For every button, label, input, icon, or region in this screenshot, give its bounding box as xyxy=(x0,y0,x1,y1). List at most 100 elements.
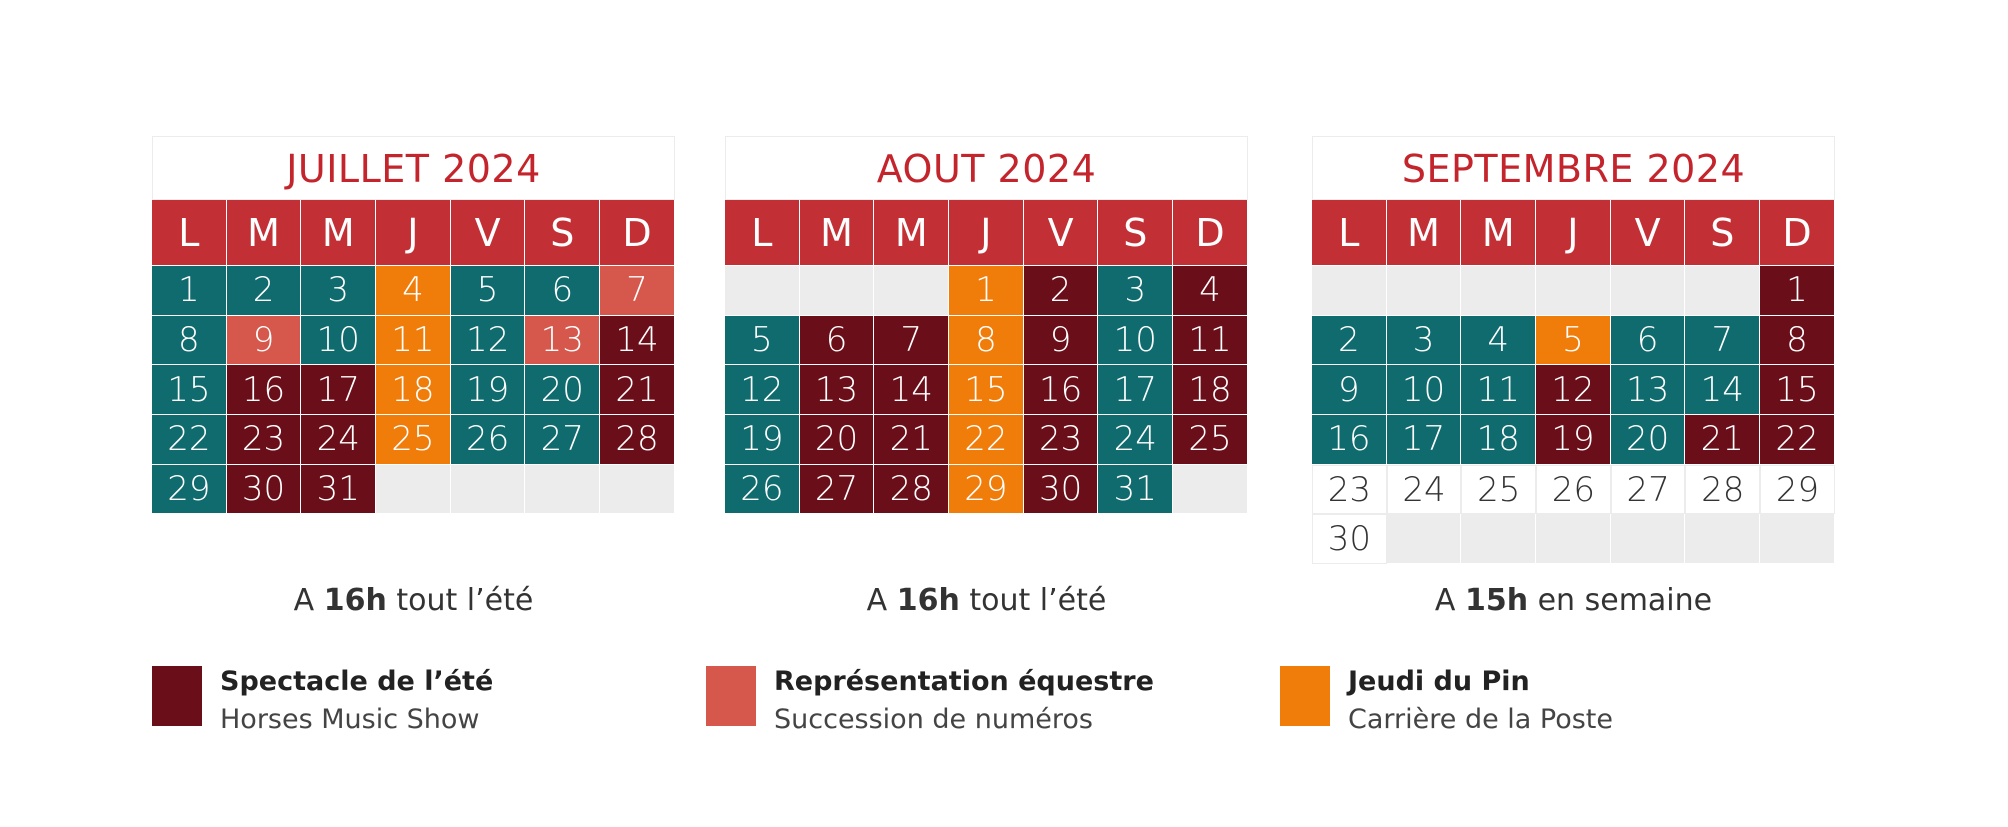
day-cell: 4 xyxy=(376,266,451,316)
month-title: JUILLET 2024 xyxy=(152,136,675,200)
empty-cell xyxy=(1386,514,1462,565)
empty-cell xyxy=(1536,266,1611,316)
show-time: A 16h tout l’été xyxy=(725,583,1248,618)
show-time: A 16h tout l’été xyxy=(152,583,675,618)
day-cell: 26 xyxy=(450,415,526,465)
day-cell: 20 xyxy=(525,365,601,416)
show-time-hour: 15h xyxy=(1464,583,1529,618)
day-cell: 10 xyxy=(1386,365,1462,416)
day-cell: 12 xyxy=(725,365,800,416)
day-cell: 26 xyxy=(725,464,800,515)
day-cell: 5 xyxy=(725,315,800,366)
day-cell: 28 xyxy=(600,415,675,465)
empty-cell xyxy=(525,464,601,515)
day-cell: 28 xyxy=(1685,464,1761,515)
weekday-header: M xyxy=(1461,200,1537,266)
day-cell: 14 xyxy=(874,365,950,416)
day-cell: 18 xyxy=(1461,415,1537,465)
day-cell: 20 xyxy=(799,415,875,465)
day-cell: 29 xyxy=(1760,464,1835,515)
weekday-header: V xyxy=(1023,200,1099,266)
day-cell: 25 xyxy=(1461,464,1537,515)
weekday-header: J xyxy=(949,200,1024,266)
empty-cell xyxy=(1610,514,1686,565)
month-title: AOUT 2024 xyxy=(725,136,1248,200)
day-cell: 1 xyxy=(152,266,227,316)
weekday-header: S xyxy=(1098,200,1174,266)
day-cell: 24 xyxy=(1098,415,1174,465)
day-cell: 21 xyxy=(1685,415,1761,465)
day-cell: 22 xyxy=(949,415,1024,465)
weekday-header: D xyxy=(1173,200,1248,266)
day-cell: 23 xyxy=(1023,415,1099,465)
day-cell: 1 xyxy=(949,266,1024,316)
empty-cell xyxy=(600,464,675,515)
empty-cell xyxy=(1685,514,1761,565)
day-cell: 2 xyxy=(1312,315,1387,366)
day-cell: 25 xyxy=(376,415,451,465)
show-time-suffix: tout l’été xyxy=(959,583,1107,618)
empty-cell xyxy=(1386,266,1462,316)
day-cell: 2 xyxy=(1023,266,1099,316)
legend-swatch xyxy=(706,666,756,726)
day-cell: 2 xyxy=(226,266,302,316)
month-calendar: AOUT 2024 L M M J V S D 1 2 3 4 5 6 7 8 9 10 11 12 13 14 15 16 1… xyxy=(725,136,1248,515)
empty-cell xyxy=(450,464,526,515)
day-cell: 19 xyxy=(450,365,526,416)
day-cell: 17 xyxy=(1386,415,1462,465)
weekday-header: J xyxy=(376,200,451,266)
day-cell: 3 xyxy=(1098,266,1174,316)
empty-cell xyxy=(1461,266,1537,316)
day-cell: 3 xyxy=(1386,315,1462,366)
day-cell: 24 xyxy=(1386,464,1462,515)
day-cell: 7 xyxy=(600,266,675,316)
day-cell: 6 xyxy=(525,266,601,316)
show-time-suffix: tout l’été xyxy=(386,583,534,618)
empty-cell xyxy=(376,464,451,515)
show-time-prefix: A xyxy=(1434,583,1465,618)
day-cell: 19 xyxy=(1536,415,1611,465)
day-cell: 24 xyxy=(301,415,377,465)
day-cell: 18 xyxy=(376,365,451,416)
day-cell: 6 xyxy=(799,315,875,366)
legend-title: Spectacle de l’été xyxy=(220,666,494,697)
day-cell: 12 xyxy=(450,315,526,366)
day-cell: 11 xyxy=(1461,365,1537,416)
day-cell: 17 xyxy=(1098,365,1174,416)
day-cell: 4 xyxy=(1173,266,1248,316)
show-time: A 15h en semaine xyxy=(1312,583,1835,618)
day-cell: 16 xyxy=(1023,365,1099,416)
weekday-header: D xyxy=(600,200,675,266)
day-cell: 10 xyxy=(301,315,377,366)
weekday-header: M xyxy=(1386,200,1462,266)
day-grid: L M M J V S D 1 2 3 4 5 6 7 8 9 10 11 12 13 14 15 16 17 18 19 20 21… xyxy=(152,200,675,515)
empty-cell xyxy=(1312,266,1387,316)
legend-subtitle: Succession de numéros xyxy=(774,704,1093,735)
legend-swatch xyxy=(1280,666,1330,726)
weekday-header: J xyxy=(1536,200,1611,266)
weekday-header: D xyxy=(1760,200,1835,266)
day-cell: 11 xyxy=(1173,315,1248,366)
weekday-header: S xyxy=(1685,200,1761,266)
day-cell: 17 xyxy=(301,365,377,416)
day-cell: 3 xyxy=(301,266,377,316)
day-cell: 16 xyxy=(226,365,302,416)
day-cell: 30 xyxy=(1023,464,1099,515)
legend-subtitle: Horses Music Show xyxy=(220,704,480,735)
legend-title: Représentation équestre xyxy=(774,666,1154,697)
day-cell: 4 xyxy=(1461,315,1537,366)
weekday-header: M xyxy=(874,200,950,266)
day-cell: 29 xyxy=(949,464,1024,515)
month-calendar: JUILLET 2024 L M M J V S D 1 2 3 4 5 6 7 8 9 10 11 12 13 14 15… xyxy=(152,136,675,515)
weekday-header: M xyxy=(226,200,302,266)
day-cell: 8 xyxy=(1760,315,1835,366)
weekday-header: S xyxy=(525,200,601,266)
show-time-hour: 16h xyxy=(896,583,960,618)
weekday-header: L xyxy=(1312,200,1387,266)
day-cell: 20 xyxy=(1610,415,1686,465)
day-cell: 9 xyxy=(1023,315,1099,366)
day-cell: 5 xyxy=(1536,315,1611,366)
empty-cell xyxy=(725,266,800,316)
day-grid: L M M J V S D 1 2 3 4 5 6 7 8 9 10 11 12 13 14 15 16 17 18 19 20 21… xyxy=(1312,200,1835,565)
day-cell: 21 xyxy=(874,415,950,465)
